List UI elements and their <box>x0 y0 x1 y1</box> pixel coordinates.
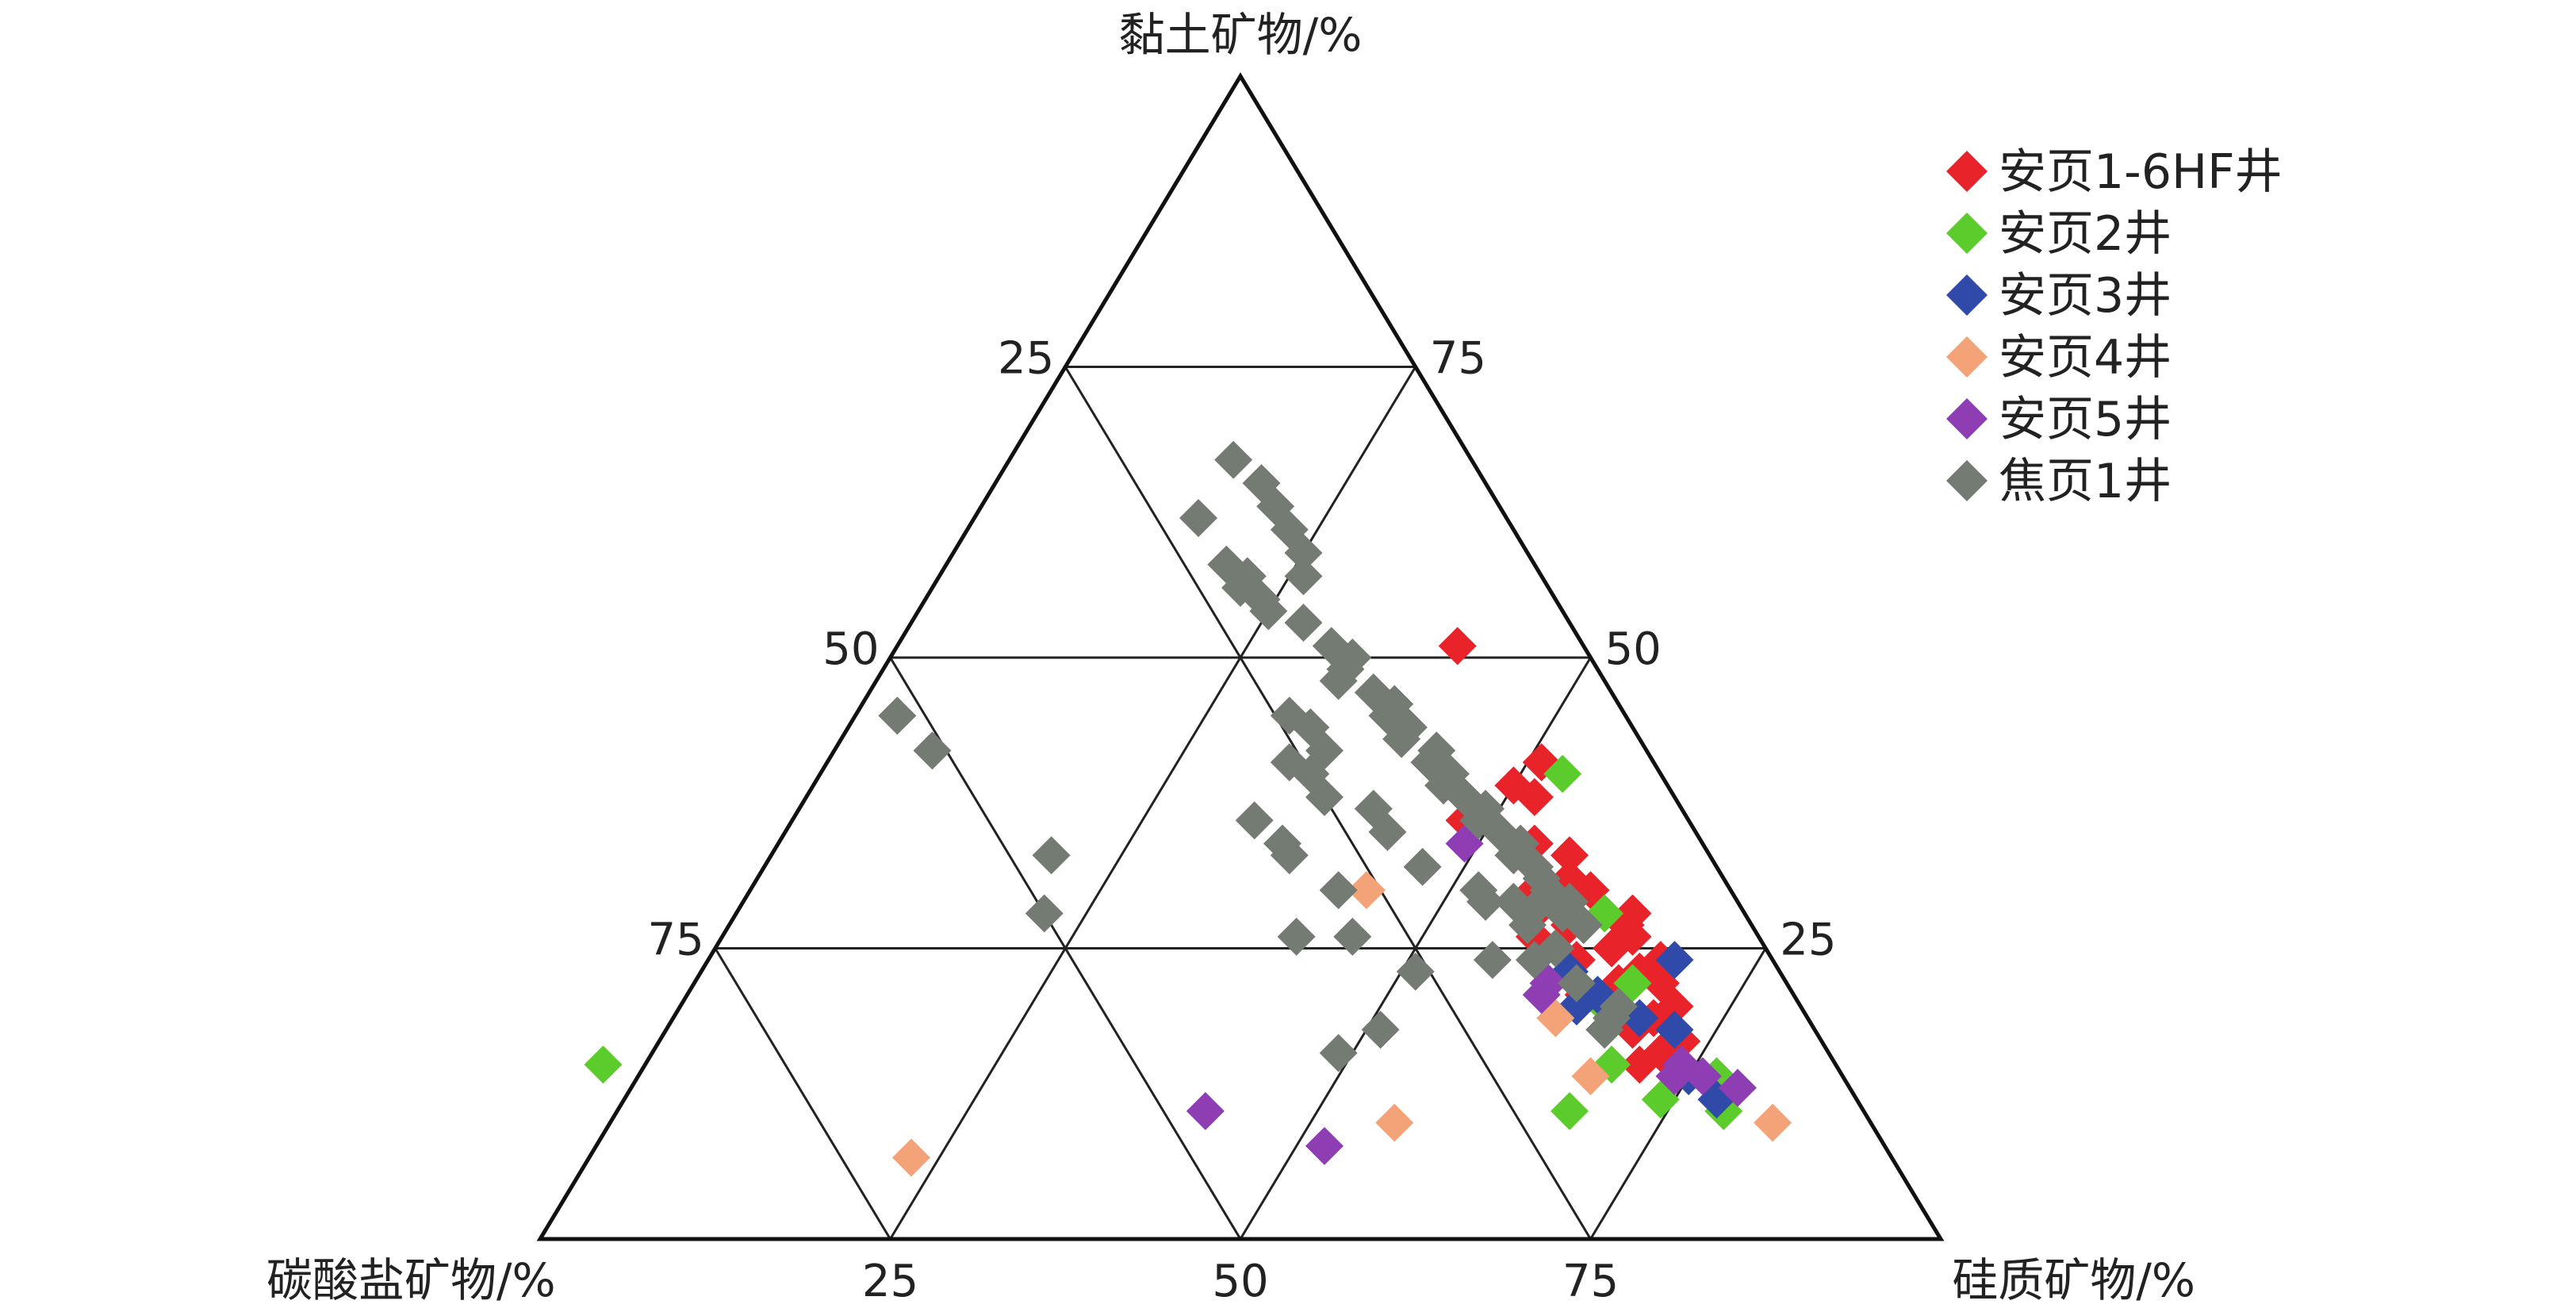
legend-marker-series-6 <box>1946 460 1988 501</box>
legend-marker-series-1 <box>1946 151 1988 192</box>
data-point-series-4 <box>1347 871 1386 910</box>
data-point-series-6 <box>1284 534 1323 573</box>
data-point-series-6 <box>1319 1034 1358 1072</box>
data-point-series-6 <box>1249 592 1288 631</box>
data-point-series-6 <box>1333 917 1372 956</box>
data-point-series-6 <box>878 696 917 735</box>
data-point-series-5 <box>1718 1068 1757 1107</box>
data-points <box>584 440 1792 1177</box>
grid-line-carbonate-50 <box>889 657 1242 1240</box>
data-point-series-6 <box>1032 836 1071 875</box>
data-point-series-6 <box>1305 777 1344 816</box>
data-point-series-3 <box>1655 1011 1694 1049</box>
data-point-series-5 <box>1655 1057 1694 1095</box>
tick-label-right-50: 50 <box>1605 623 1662 675</box>
data-point-series-6 <box>1466 882 1505 921</box>
legend-label-series-5: 安页5井 <box>1999 392 2172 447</box>
data-point-series-6 <box>1235 801 1274 840</box>
data-point-series-6 <box>1403 847 1442 886</box>
data-point-series-6 <box>1515 941 1554 980</box>
data-point-series-6 <box>1284 604 1323 643</box>
tick-label-right-25: 25 <box>1780 915 1836 966</box>
grid-line-silica-25 <box>889 366 1417 1240</box>
data-point-series-1 <box>1438 627 1477 666</box>
data-point-series-6 <box>1445 777 1484 816</box>
data-point-series-4 <box>1375 1103 1414 1142</box>
legend-marker-series-4 <box>1946 336 1988 378</box>
tick-label-left-75: 75 <box>647 915 703 966</box>
tick-label-left-50: 50 <box>822 623 879 675</box>
data-point-series-6 <box>1396 952 1435 991</box>
data-point-series-5 <box>1683 1057 1722 1095</box>
data-point-series-6 <box>1382 719 1421 758</box>
axis-title-clay: 黏土矿物/% <box>1119 8 1363 62</box>
data-point-series-2 <box>584 1045 623 1084</box>
data-point-series-1 <box>1613 917 1652 956</box>
data-point-series-5 <box>1186 1091 1225 1130</box>
axis-title-silica: 硅质矿物/% <box>1952 1253 2195 1307</box>
data-point-series-6 <box>1473 941 1512 980</box>
data-point-series-6 <box>1277 917 1316 956</box>
data-point-series-1 <box>1551 836 1589 875</box>
tick-label-bottom-25: 25 <box>862 1256 918 1307</box>
data-point-series-1 <box>1613 894 1652 933</box>
tick-label-right-75: 75 <box>1430 333 1486 385</box>
data-point-series-6 <box>1557 964 1596 1003</box>
data-point-series-6 <box>1319 871 1358 910</box>
data-point-series-1 <box>1620 1045 1659 1084</box>
data-point-series-6 <box>1025 894 1064 933</box>
data-point-series-2 <box>1543 754 1582 793</box>
triangle-frame <box>536 72 1945 1241</box>
legend-marker-series-5 <box>1946 398 1988 439</box>
data-point-series-5 <box>1522 976 1561 1015</box>
data-point-series-5 <box>1305 1126 1344 1165</box>
data-point-series-1 <box>1515 777 1554 816</box>
data-point-series-6 <box>1214 440 1253 479</box>
data-point-series-2 <box>1551 1091 1589 1130</box>
data-point-series-6 <box>1522 882 1561 921</box>
data-point-series-6 <box>1585 1011 1624 1049</box>
tick-label-left-25: 25 <box>998 333 1054 385</box>
legend-marker-series-3 <box>1946 274 1988 316</box>
grid-line-silica-75 <box>1589 947 1767 1240</box>
axis-title-carbonate: 碳酸盐矿物/% <box>266 1253 556 1307</box>
legend-label-series-2: 安页2井 <box>1999 206 2172 262</box>
legend-label-series-1: 安页1-6HF井 <box>1999 144 2283 200</box>
data-point-series-4 <box>1571 1057 1610 1095</box>
data-point-series-6 <box>913 731 952 770</box>
legend-label-series-6: 焦页1井 <box>1999 454 2172 509</box>
grid-lines <box>714 366 1767 1240</box>
legend-label-series-3: 安页3井 <box>1999 268 2172 324</box>
legend-marker-series-2 <box>1946 213 1988 254</box>
data-point-series-6 <box>1179 499 1218 538</box>
data-point-series-4 <box>1754 1103 1792 1142</box>
data-point-series-3 <box>1655 941 1694 980</box>
data-point-series-6 <box>1368 812 1407 851</box>
tick-label-bottom-50: 50 <box>1212 1256 1268 1307</box>
tick-label-bottom-75: 75 <box>1562 1256 1619 1307</box>
legend-label-series-4: 安页4井 <box>1999 330 2172 386</box>
data-point-series-4 <box>891 1138 930 1177</box>
grid-line-carbonate-75 <box>714 947 891 1240</box>
data-point-series-6 <box>1319 662 1358 700</box>
data-point-series-6 <box>1284 557 1323 596</box>
data-point-series-6 <box>1263 824 1301 863</box>
data-point-series-6 <box>1361 1011 1400 1049</box>
data-point-series-6 <box>1564 906 1603 945</box>
